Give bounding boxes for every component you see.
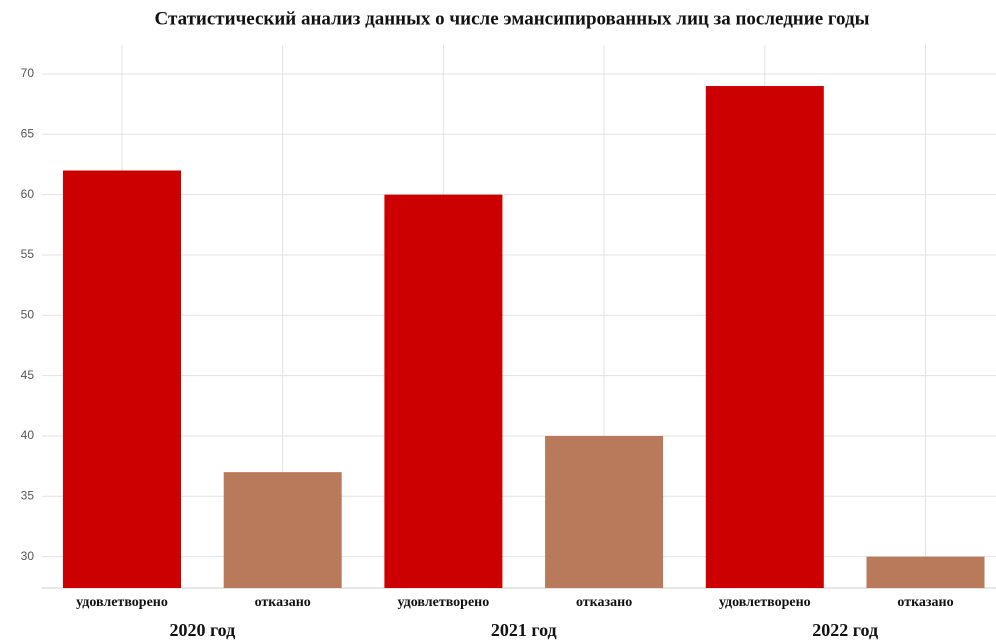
x-tick-label: отказано bbox=[255, 595, 311, 610]
y-tick-label: 60 bbox=[21, 187, 35, 201]
y-tick-label: 55 bbox=[21, 247, 35, 261]
x-tick-label: отказано bbox=[576, 595, 632, 610]
y-tick-label: 65 bbox=[21, 126, 35, 140]
x-tick-label: удовлетворено bbox=[719, 595, 811, 610]
chart-title: Статистический анализ данных о числе эма… bbox=[155, 8, 870, 29]
x-tick-label: отказано bbox=[897, 595, 953, 610]
group-label: 2022 год bbox=[812, 620, 878, 640]
bar bbox=[384, 194, 503, 589]
x-tick-label: удовлетворено bbox=[398, 595, 490, 610]
y-tick-label: 30 bbox=[21, 549, 35, 563]
bar bbox=[223, 472, 342, 588]
y-tick-label: 35 bbox=[21, 488, 35, 502]
y-tick-label: 45 bbox=[21, 368, 35, 382]
bar bbox=[866, 556, 985, 588]
bar bbox=[545, 435, 664, 588]
bar bbox=[63, 170, 181, 588]
group-label: 2020 год bbox=[169, 620, 235, 640]
x-tick-label: удовлетворено bbox=[76, 595, 168, 610]
y-tick-label: 70 bbox=[21, 66, 35, 80]
group-label: 2021 год bbox=[491, 620, 557, 640]
bar bbox=[705, 86, 824, 588]
y-tick-label: 40 bbox=[21, 428, 35, 442]
y-tick-label: 50 bbox=[21, 307, 35, 321]
